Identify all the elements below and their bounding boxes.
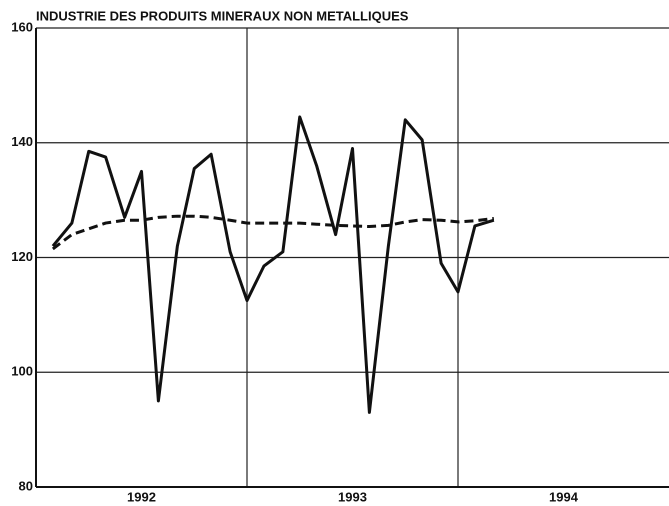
x-tick-label: 1993 xyxy=(338,489,367,504)
y-tick-label: 100 xyxy=(11,364,33,379)
chart-title: INDUSTRIE DES PRODUITS MINERAUX NON META… xyxy=(36,8,409,23)
y-tick-label: 140 xyxy=(11,134,33,149)
series-line xyxy=(51,115,495,414)
series-line xyxy=(51,214,495,251)
x-tick-label: 1994 xyxy=(549,489,579,504)
y-tick-label: 160 xyxy=(11,19,33,34)
x-tick-label: 1992 xyxy=(127,489,156,504)
y-tick-label: 120 xyxy=(11,249,33,264)
y-tick-label: 80 xyxy=(19,478,33,493)
